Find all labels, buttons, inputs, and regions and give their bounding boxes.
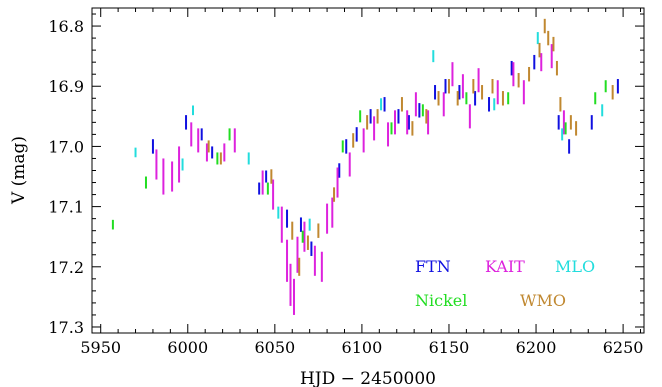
y-tick-label: 17.1 xyxy=(48,198,84,217)
x-tick-label: 6100 xyxy=(342,338,383,357)
legend-label-wmo: WMO xyxy=(520,291,566,310)
series-nickel xyxy=(111,80,607,243)
x-tick-label: 5950 xyxy=(80,338,121,357)
x-axis-label: HJD − 2450000 xyxy=(300,369,436,387)
x-tick-label: 6000 xyxy=(167,338,208,357)
legend-label-mlo: MLO xyxy=(555,257,595,276)
y-tick-label: 16.8 xyxy=(48,17,84,36)
data-marks xyxy=(111,18,619,315)
legend-label-kait: KAIT xyxy=(485,257,525,276)
legend: FTN KAIT MLO Nickel WMO xyxy=(415,257,595,310)
y-tick-label: 16.9 xyxy=(48,77,84,96)
series-mlo xyxy=(134,32,604,231)
x-tick-label: 6050 xyxy=(254,338,295,357)
legend-label-nickel: Nickel xyxy=(415,291,467,310)
series-wmo xyxy=(207,18,614,276)
x-tick-label: 6250 xyxy=(603,338,644,357)
legend-label-ftn: FTN xyxy=(415,257,451,276)
y-tick-label: 17.3 xyxy=(48,318,84,337)
series-ftn xyxy=(151,54,619,256)
x-tick-label: 6150 xyxy=(429,338,470,357)
axis-ticks: 5950 6000 6050 6100 6150 6200 6250 16.8 16.9 17.0… xyxy=(48,8,644,357)
y-tick-label: 17.0 xyxy=(48,137,84,156)
y-axis-label: V (mag) xyxy=(9,136,29,205)
x-tick-label: 6200 xyxy=(516,338,557,357)
plot-frame xyxy=(91,7,645,334)
series-kait xyxy=(155,44,565,315)
y-tick-label: 17.2 xyxy=(48,258,84,277)
